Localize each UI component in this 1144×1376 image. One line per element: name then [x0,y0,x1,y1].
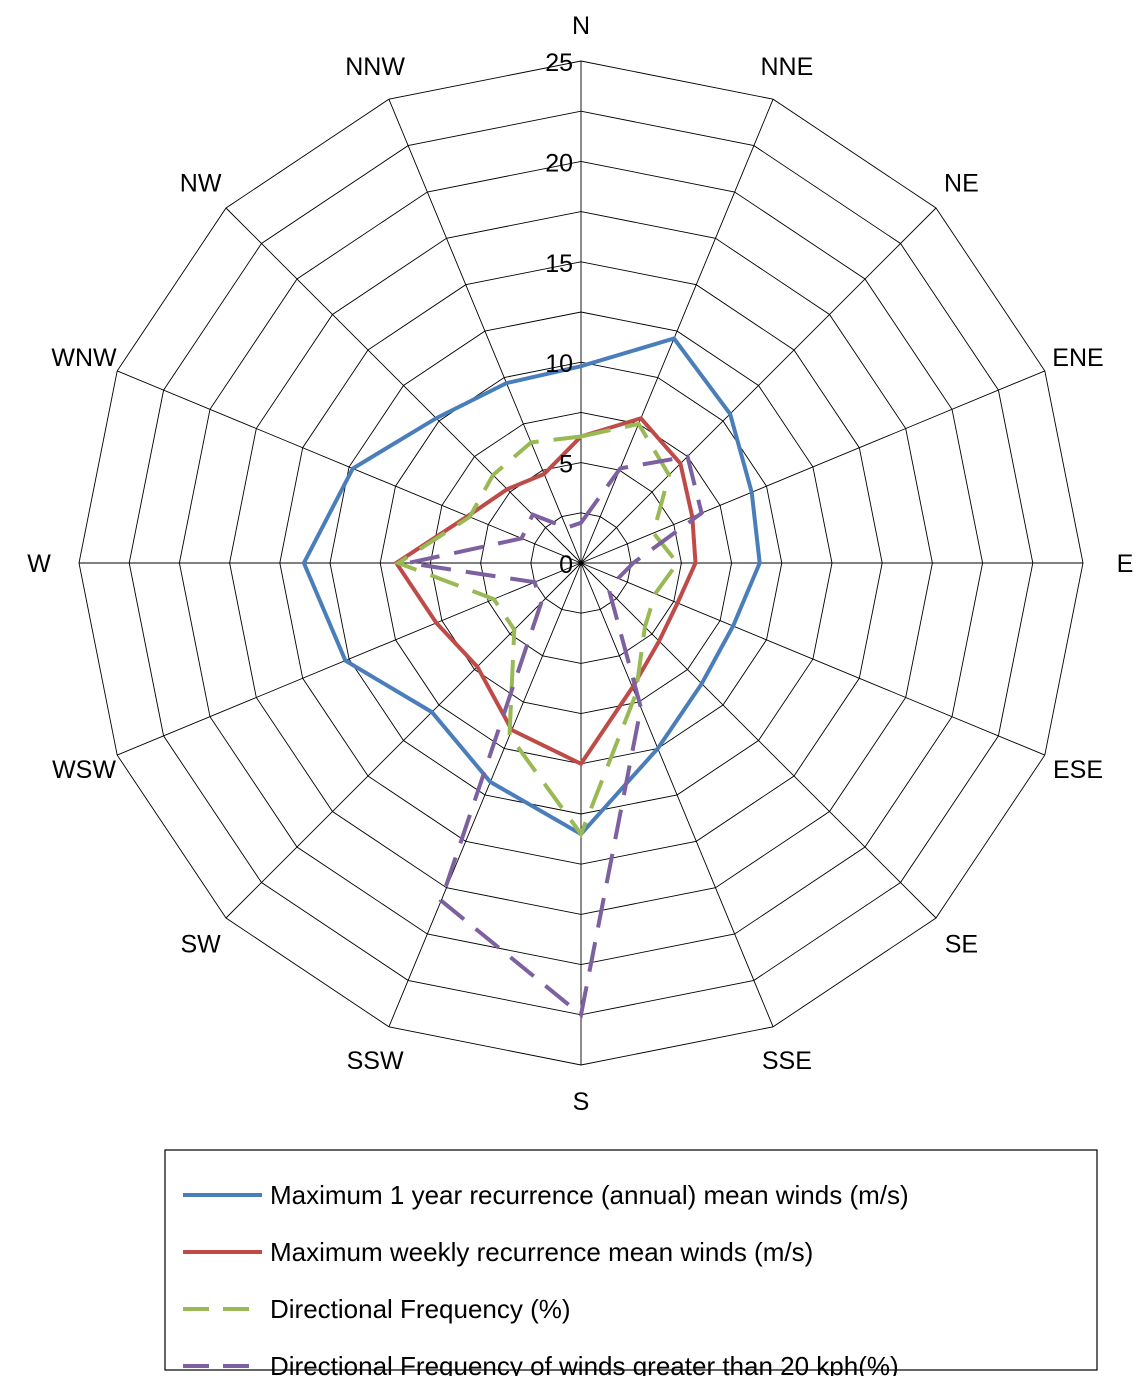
spoke-WSW [117,562,582,756]
direction-label-NNW: NNW [345,53,405,81]
spoke-SSE [580,562,774,1027]
spoke-ESE [580,562,1045,756]
legend: Maximum 1 year recurrence (annual) mean … [164,1149,1098,1376]
tick-label: 20 [545,149,573,177]
direction-labels: N NNE NE ENE E ESE SE SSE S SSW SW WSW W WNW NW NNW [27,12,1133,1116]
legend-box [164,1149,1098,1371]
spoke-SSW [388,562,582,1027]
spoke-NE [580,207,937,564]
spoke-NW [225,207,582,564]
direction-label-SSW: SSW [347,1047,404,1075]
direction-label-N: N [572,12,590,40]
direction-label-SSE: SSE [762,1047,812,1075]
series-line-4 [407,454,704,1019]
direction-label-W: W [27,550,51,578]
direction-label-NE: NE [944,170,979,198]
spoke-WNW [117,370,582,564]
tick-label: 5 [559,451,573,479]
direction-label-ESE: ESE [1053,756,1103,784]
radial-tick-labels: 0 5 10 15 20 25 [545,49,573,579]
spoke-ENE [580,370,1045,564]
tick-label: 0 [559,551,573,579]
tick-label: 25 [545,49,573,77]
spoke-NNW [388,99,582,564]
direction-label-SE: SE [945,930,978,958]
spoke-SE [580,562,937,919]
direction-label-S: S [573,1088,590,1116]
series-line-2 [393,416,698,767]
legend-label-1: Maximum 1 year recurrence (annual) mean … [270,1180,909,1210]
direction-label-NW: NW [180,170,222,198]
legend-label-2: Maximum weekly recurrence mean winds (m/… [270,1237,813,1267]
direction-label-WNW: WNW [51,344,117,372]
direction-label-E: E [1117,550,1134,578]
tick-label: 15 [545,250,573,278]
direction-label-WSW: WSW [52,756,116,784]
legend-label-3: Directional Frequency (%) [270,1294,571,1324]
tick-label: 10 [545,350,573,378]
legend-label-4: Directional Frequency of winds greater t… [270,1351,899,1376]
direction-label-SW: SW [180,930,221,958]
spoke-NNE [580,99,774,564]
radar-grid [78,60,1084,1066]
series-layer [301,336,762,1019]
series-line-3 [393,421,680,839]
direction-label-NNE: NNE [761,53,814,81]
spoke-SW [225,562,582,919]
direction-label-ENE: ENE [1052,344,1103,372]
series-line-1 [301,336,762,837]
